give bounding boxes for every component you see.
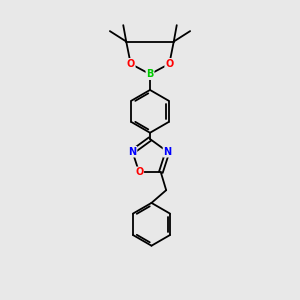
Text: O: O xyxy=(127,59,135,69)
Text: B: B xyxy=(146,69,154,79)
Text: O: O xyxy=(165,59,173,69)
Text: N: N xyxy=(164,147,172,157)
Text: O: O xyxy=(135,167,143,177)
Text: N: N xyxy=(128,147,136,157)
